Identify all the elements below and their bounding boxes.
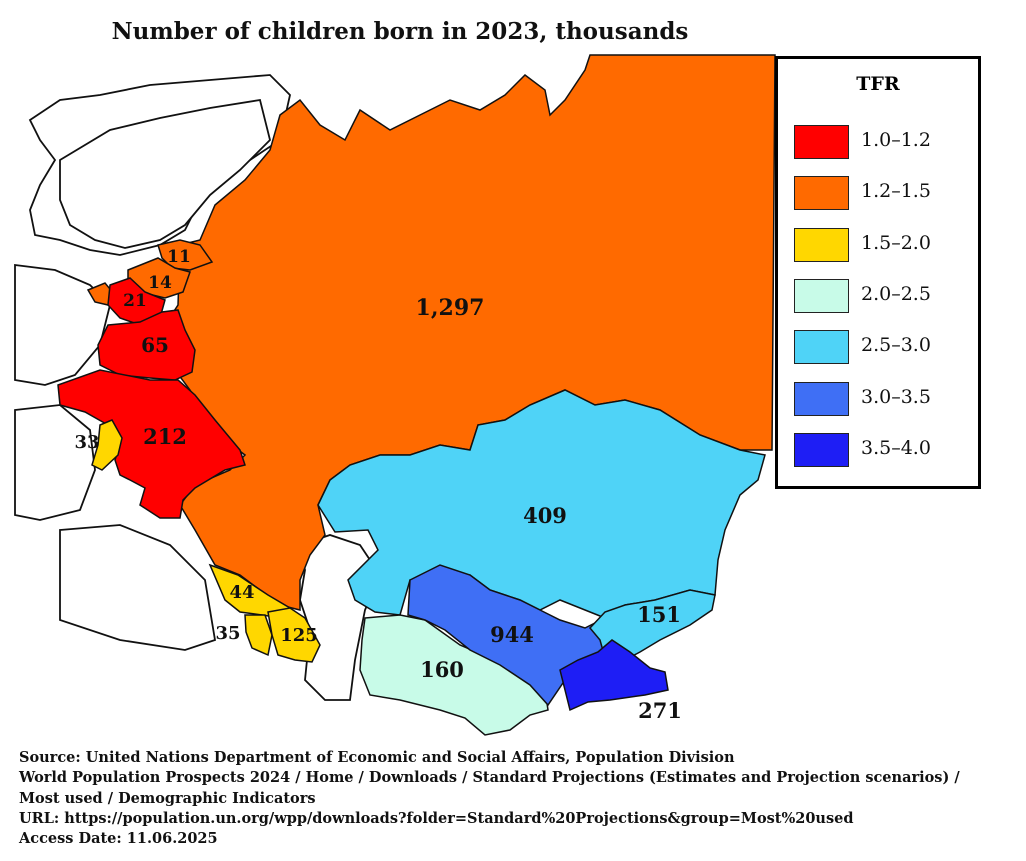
label-russia: 1,297: [416, 295, 485, 321]
legend-item: 3.0–3.5: [794, 382, 974, 418]
source-notes: Source: United Nations Department of Eco…: [19, 748, 1009, 849]
source-line: World Population Prospects 2024 / Home /…: [19, 769, 960, 787]
legend-swatch: [794, 433, 849, 467]
turkey-shape: [59, 524, 217, 651]
label-georgia: 44: [229, 582, 254, 603]
label-azerbaijan: 125: [280, 625, 318, 646]
label-uzbekistan: 944: [490, 622, 534, 647]
region-moldova[interactable]: [91, 419, 123, 471]
legend-swatch: [794, 176, 849, 210]
legend-swatch: [794, 382, 849, 416]
label-ukraine: 212: [143, 424, 187, 449]
legend-label: 2.0–2.5: [861, 283, 931, 305]
legend: TFR 1.0–1.2 1.2–1.5 1.5–2.0 2.0–2.5 2.5–…: [775, 56, 981, 489]
label-estonia: 11: [167, 247, 191, 267]
legend-label: 1.0–1.2: [861, 129, 931, 151]
legend-title: TFR: [856, 73, 900, 95]
legend-label: 3.5–4.0: [861, 437, 931, 459]
label-kyrgyzstan: 151: [637, 602, 681, 627]
legend-swatch: [794, 279, 849, 313]
legend-label: 2.5–3.0: [861, 334, 931, 356]
label-kazakhstan: 409: [523, 503, 567, 528]
region-azerbaijan[interactable]: [267, 607, 321, 663]
source-line: Most used / Demographic Indicators: [19, 789, 316, 807]
region-belarus[interactable]: [97, 309, 196, 381]
legend-swatch: [794, 330, 849, 364]
region-turkmenistan[interactable]: [359, 614, 549, 736]
romania-shape: [14, 404, 96, 521]
region-kazakhstan[interactable]: [317, 389, 766, 619]
region-tajikistan[interactable]: [559, 639, 669, 712]
access-date: Access Date: 11.06.2025: [19, 830, 218, 848]
legend-item: 1.5–2.0: [794, 228, 974, 264]
legend-label: 1.5–2.0: [861, 232, 931, 254]
label-belarus: 65: [141, 333, 169, 357]
legend-item: 3.5–4.0: [794, 433, 974, 469]
label-tajikistan: 271: [638, 698, 682, 723]
region-estonia[interactable]: [157, 239, 214, 271]
legend-item: 1.0–1.2: [794, 125, 974, 161]
legend-label: 1.2–1.5: [861, 180, 931, 202]
finland-shape: [59, 98, 271, 249]
map-title: Number of children born in 2023, thousan…: [111, 18, 689, 45]
region-armenia[interactable]: [244, 614, 273, 657]
source-url: URL: https://population.un.org/wpp/downl…: [19, 809, 854, 827]
legend-item: 1.2–1.5: [794, 176, 974, 212]
source-line: Source: United Nations Department of Eco…: [19, 749, 735, 766]
legend-item: 2.5–3.0: [794, 330, 974, 366]
legend-label: 3.0–3.5: [861, 386, 931, 408]
legend-item: 2.0–2.5: [794, 279, 974, 315]
legend-swatch: [794, 228, 849, 262]
label-moldova: 33: [74, 432, 99, 453]
label-turkmenistan: 160: [420, 657, 464, 682]
poland-shape: [14, 263, 111, 386]
label-armenia: 35: [215, 623, 240, 644]
legend-swatch: [794, 125, 849, 159]
label-lithuania: 21: [123, 291, 147, 311]
label-latvia: 14: [148, 273, 172, 293]
